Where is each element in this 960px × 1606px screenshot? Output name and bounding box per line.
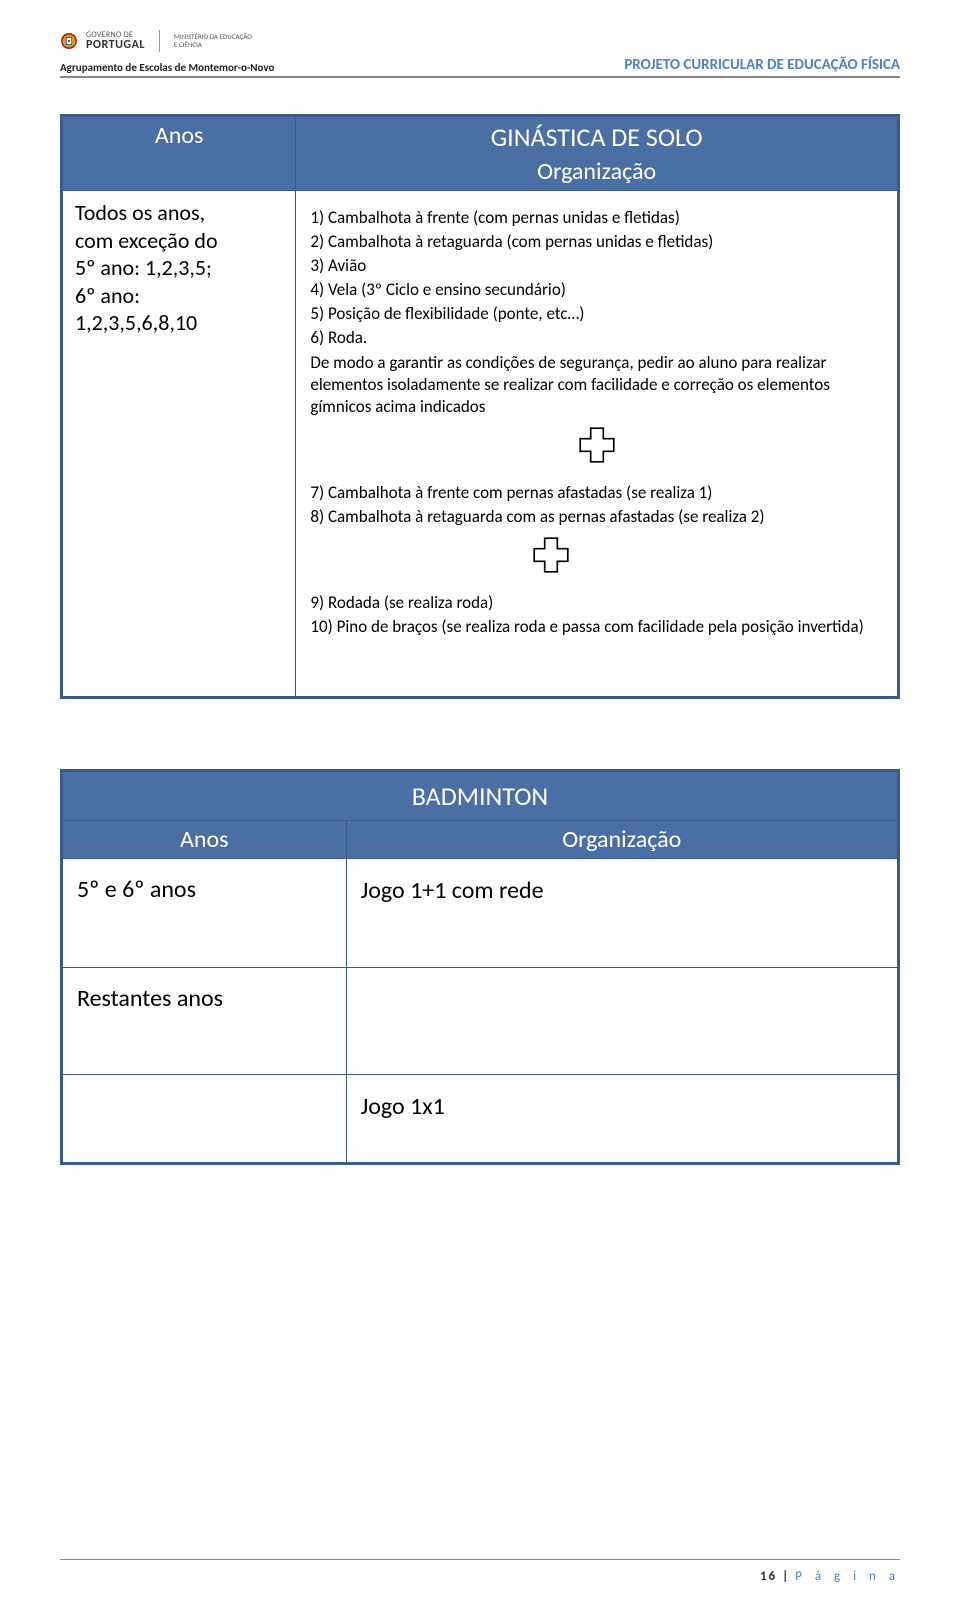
table1-years-cell: Todos os anos, com exceção do 5º ano: 1,… <box>62 191 296 698</box>
t1-left-l2: com exceção do <box>75 227 218 254</box>
school-group-name: Agrupamento de Escolas de Montemor-o-Nov… <box>60 61 274 74</box>
table2-row3: Jogo 1x1 <box>62 1074 899 1163</box>
table2-title: BADMINTON <box>62 771 899 821</box>
t1-r8: 7) Cambalhota à frente com pernas afasta… <box>310 482 883 504</box>
t1-r10: 9) Rodada (se realiza roda) <box>310 592 883 614</box>
govt-main-text: PORTUGAL <box>86 39 145 51</box>
document-title: PROJETO CURRICULAR DE EDUCAÇÃO FÍSICA <box>624 56 900 74</box>
table1-title-cell: GINÁSTICA DE SOLO Organização <box>296 116 899 191</box>
page-num-value: 16 | <box>760 1569 795 1584</box>
t1-left-l3: 5º ano: 1,2,3,5; <box>75 254 212 281</box>
ministry-label: MINISTÉRIO DA EDUCAÇÃO E CIÊNCIA <box>174 33 252 48</box>
table2-header-row: Anos Organização <box>62 821 899 859</box>
plus-icon-1-wrap <box>310 424 883 472</box>
plus-icon <box>530 534 572 576</box>
document-page: GOVERNO DE PORTUGAL MINISTÉRIO DA EDUCAÇ… <box>0 0 960 1606</box>
t2-row1-left: 5º e 6º anos <box>62 859 347 967</box>
t2-row1-right: Jogo 1+1 com rede <box>346 859 898 967</box>
table1-col-left-header: Anos <box>62 116 296 191</box>
t2-row3-right: Jogo 1x1 <box>346 1074 898 1163</box>
gymnastics-table: Anos GINÁSTICA DE SOLO Organização Todos… <box>60 114 900 699</box>
table1-col-right-header: Organização <box>300 157 893 186</box>
table1-org-cell: 1) Cambalhota à frente (com pernas unida… <box>296 191 899 698</box>
t2-row2-right <box>346 967 898 1074</box>
coat-of-arms-icon <box>60 32 78 50</box>
table1-title: GINÁSTICA DE SOLO <box>300 121 893 157</box>
header-divider <box>159 30 160 52</box>
t1-r9: 8) Cambalhota à retaguarda com as pernas… <box>310 506 883 528</box>
t1-left-l4: 6º ano: <box>75 282 140 309</box>
table1-body-row: Todos os anos, com exceção do 5º ano: 1,… <box>62 191 899 698</box>
table2-row1: 5º e 6º anos Jogo 1+1 com rede <box>62 859 899 967</box>
page-num-label: P á g i n a <box>795 1569 900 1584</box>
t1-r5: 5) Posição de flexibilidade (ponte, etc…… <box>310 303 883 325</box>
table2-col-left-header: Anos <box>62 821 347 859</box>
t1-r4: 4) Vela (3º Ciclo e ensino secundário) <box>310 279 883 301</box>
t1-r11: 10) Pino de braços (se realiza roda e pa… <box>310 616 883 638</box>
subheader-row: Agrupamento de Escolas de Montemor-o-Nov… <box>60 56 900 78</box>
badminton-table: BADMINTON Anos Organização 5º e 6º anos … <box>60 769 900 1164</box>
t1-left-l5: 1,2,3,5,6,8,10 <box>75 309 197 336</box>
t1-left-l1: Todos os anos, <box>75 199 205 226</box>
t1-r7: De modo a garantir as condições de segur… <box>310 352 883 418</box>
plus-icon <box>576 424 618 466</box>
t2-row3-left <box>62 1074 347 1163</box>
t2-row2-left: Restantes anos <box>62 967 347 1074</box>
page-number: 16 | P á g i n a <box>760 1569 900 1584</box>
t1-r3: 3) Avião <box>310 255 883 277</box>
ministry-line2: E CIÊNCIA <box>174 40 202 49</box>
header-left-block: GOVERNO DE PORTUGAL MINISTÉRIO DA EDUCAÇ… <box>60 30 252 52</box>
table2-row2: Restantes anos <box>62 967 899 1074</box>
table1-header-row: Anos GINÁSTICA DE SOLO Organização <box>62 116 899 191</box>
government-label: GOVERNO DE PORTUGAL <box>86 31 145 51</box>
table2-col-right-header: Organização <box>346 821 898 859</box>
t1-r1: 1) Cambalhota à frente (com pernas unida… <box>310 207 883 229</box>
plus-icon-2-wrap <box>310 534 883 582</box>
t1-r2: 2) Cambalhota à retaguarda (com pernas u… <box>310 231 883 253</box>
table2-title-row: BADMINTON <box>62 771 899 821</box>
t1-r6: 6) Roda. <box>310 327 883 349</box>
footer-divider <box>60 1559 900 1560</box>
page-header: GOVERNO DE PORTUGAL MINISTÉRIO DA EDUCAÇ… <box>60 30 900 52</box>
